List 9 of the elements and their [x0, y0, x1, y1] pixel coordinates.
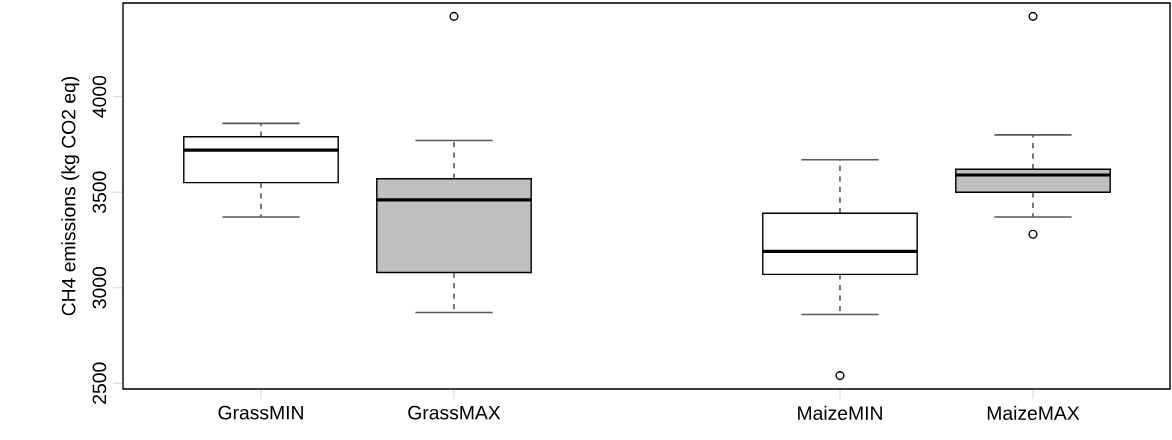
x-tick-label: GrassMAX [408, 405, 501, 420]
x-tick-label: GrassMIN [218, 405, 303, 420]
y-tick-label: 3500 [92, 171, 107, 213]
y-tick-label: 3000 [92, 267, 107, 309]
x-tick-label: MaizeMIN [798, 405, 882, 420]
y-axis-title: CH4 emissions (kg CO2 eq) [61, 76, 80, 316]
x-tick-label: MaizeMAX [987, 405, 1080, 420]
y-tick-label: 4000 [92, 75, 107, 118]
y-tick-label: 2500 [92, 362, 107, 404]
